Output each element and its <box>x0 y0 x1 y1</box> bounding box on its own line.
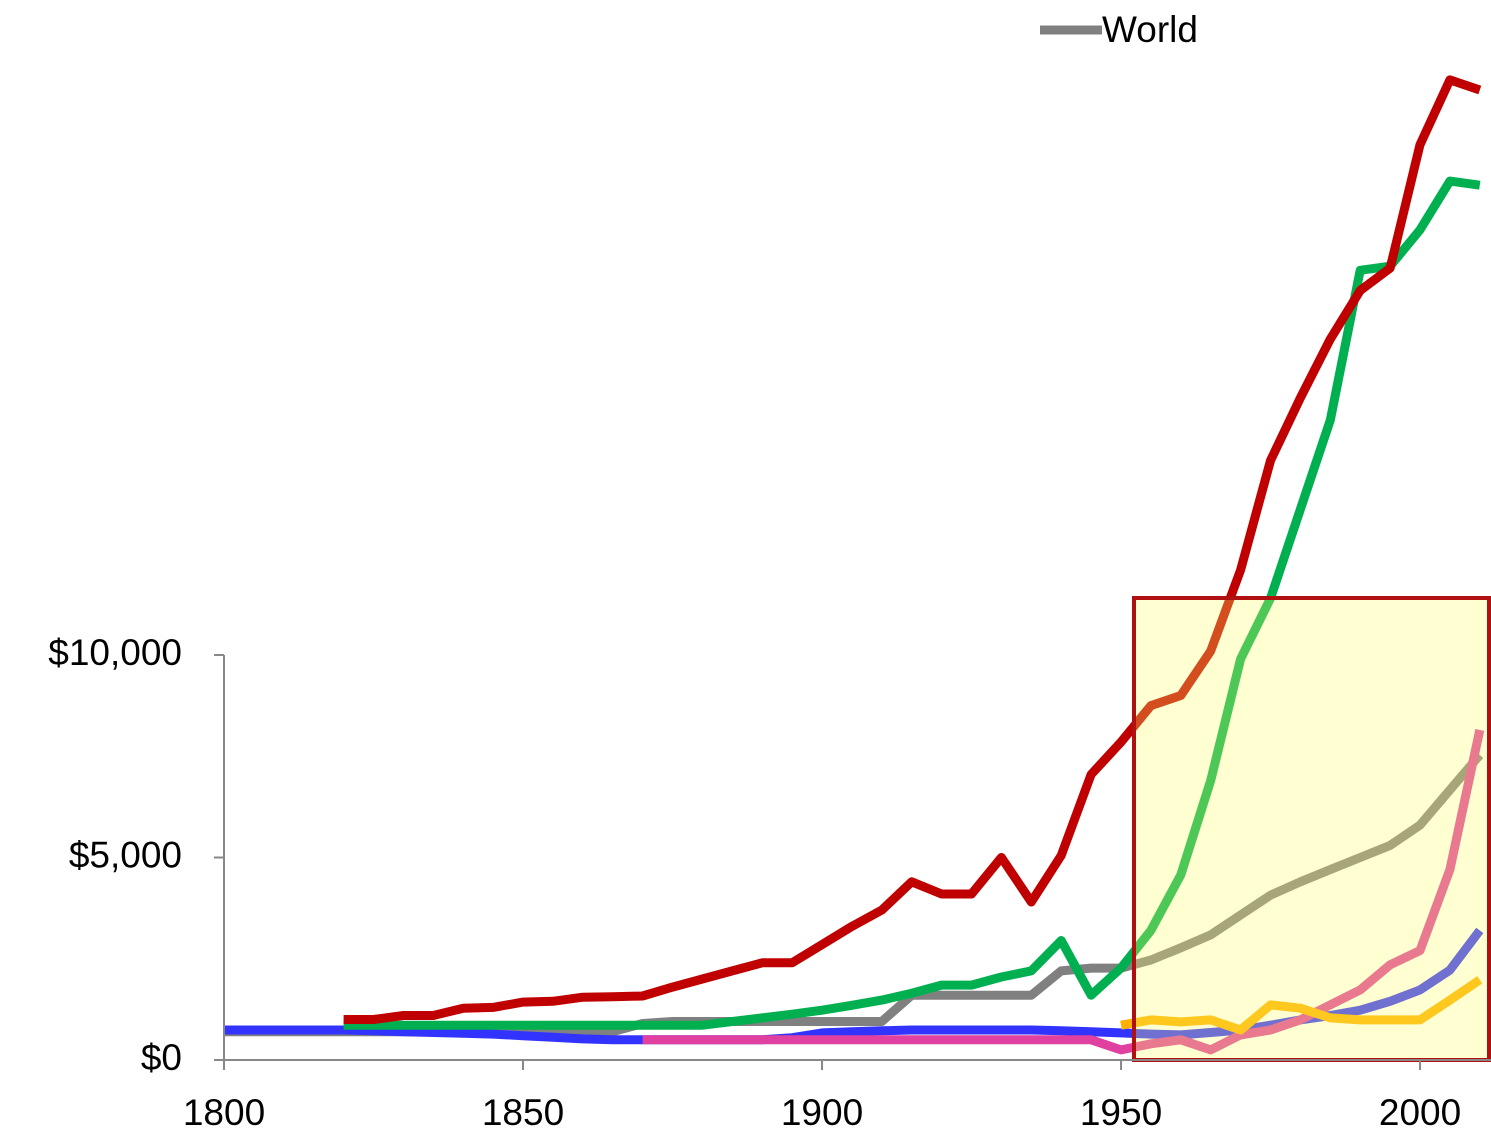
y-tick-label: $0 <box>141 1037 182 1078</box>
x-tick-label: 1800 <box>183 1092 265 1133</box>
y-tick-label: $10,000 <box>48 632 182 673</box>
series-line <box>343 75 1482 1024</box>
legend-label: World <box>1102 9 1198 50</box>
highlight-box <box>1132 596 1491 1062</box>
plot-area <box>224 75 1485 1055</box>
series-line <box>1120 976 1483 1035</box>
series-line <box>642 728 1485 1055</box>
series-line <box>224 927 1484 1045</box>
series-line <box>343 176 1481 1030</box>
y-tick-label: $5,000 <box>69 834 182 875</box>
x-tick-label: 1950 <box>1080 1092 1162 1133</box>
x-tick-label: 2000 <box>1379 1092 1461 1133</box>
x-tick-label: 1900 <box>781 1092 863 1133</box>
x-tick-label: 1850 <box>482 1092 564 1133</box>
